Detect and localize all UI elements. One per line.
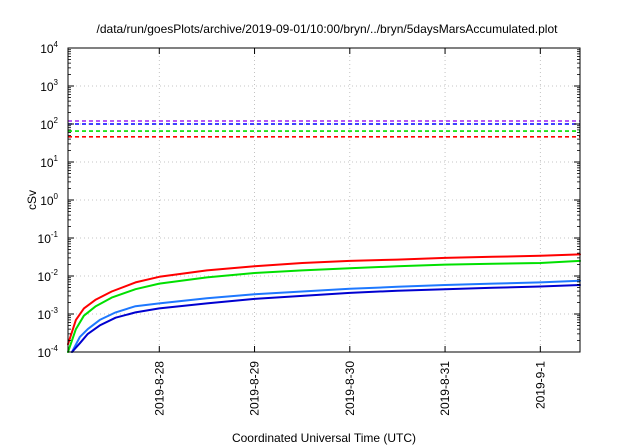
x-tick-label: 2019-8-30 — [343, 361, 357, 416]
x-axis: 2019-8-28 2019-8-29 2019-8-30 2019-8-31 2019… — [152, 48, 547, 416]
y-tick-label: 100 — [40, 192, 58, 208]
x-tick-label: 2019-9-1 — [533, 361, 547, 409]
series-line — [67, 259, 581, 353]
y-tick-label: 10-4 — [38, 344, 59, 360]
chart-title: /data/run/goesPlots/archive/2019-09-01/1… — [97, 22, 559, 36]
x-tick-label: 2019-8-31 — [438, 361, 452, 416]
x-tick-label: 2019-8-29 — [248, 361, 262, 416]
y-tick-label: 101 — [40, 154, 58, 170]
series-line — [71, 279, 581, 353]
series-line — [67, 253, 581, 346]
y-tick-label: 102 — [40, 116, 58, 132]
y-tick-label: 10-2 — [38, 268, 59, 284]
threshold-lines — [68, 120, 580, 138]
y-axis-label: cSv — [25, 190, 39, 210]
series-lines — [67, 253, 581, 353]
series-line — [71, 284, 581, 353]
y-tick-label: 104 — [40, 40, 58, 56]
grid — [68, 48, 580, 352]
y-tick-label: 103 — [40, 78, 58, 94]
y-tick-label: 10-3 — [38, 306, 59, 322]
x-tick-label: 2019-8-28 — [152, 361, 166, 416]
x-axis-label: Coordinated Universal Time (UTC) — [232, 431, 416, 445]
y-axis: 10-4 10-3 10-2 10-1 100 101 102 103 104 — [38, 40, 580, 360]
y-tick-label: 10-1 — [38, 230, 59, 246]
